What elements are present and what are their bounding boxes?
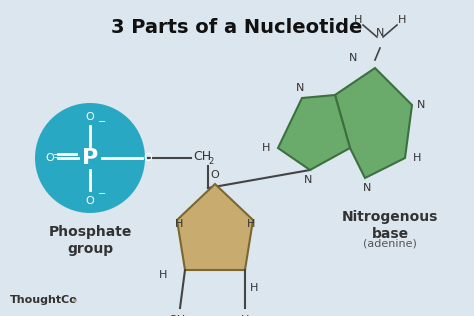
Text: N: N	[349, 53, 357, 63]
Text: O: O	[86, 196, 94, 206]
Text: P: P	[82, 148, 98, 168]
Text: H: H	[247, 219, 255, 229]
Text: O: O	[45, 153, 54, 163]
Text: =: =	[52, 150, 63, 163]
Text: ThoughtCo: ThoughtCo	[10, 295, 78, 305]
Text: 3 Parts of a Nucleotide: 3 Parts of a Nucleotide	[111, 18, 363, 37]
Text: −: −	[98, 117, 106, 127]
Text: H: H	[262, 143, 270, 153]
Polygon shape	[335, 68, 412, 178]
Text: O: O	[143, 153, 152, 163]
Text: −: −	[98, 189, 106, 199]
Text: N: N	[296, 83, 304, 93]
Circle shape	[35, 103, 145, 213]
Text: H: H	[413, 153, 421, 163]
Text: (adenine): (adenine)	[363, 238, 417, 248]
Text: H: H	[241, 315, 249, 316]
Text: H: H	[159, 270, 167, 280]
Text: CH: CH	[193, 149, 211, 162]
Polygon shape	[278, 95, 350, 170]
Text: N: N	[363, 183, 371, 193]
Text: O: O	[210, 170, 219, 180]
Text: N: N	[376, 28, 384, 38]
Text: H: H	[354, 15, 362, 25]
Text: OH: OH	[168, 315, 185, 316]
Text: Phosphate
group: Phosphate group	[48, 225, 132, 256]
Text: N: N	[417, 100, 425, 110]
Text: 2: 2	[208, 156, 213, 166]
Text: H: H	[250, 283, 258, 293]
Text: O: O	[86, 112, 94, 122]
Text: Nitrogenous
base: Nitrogenous base	[342, 210, 438, 241]
Text: .: .	[72, 291, 77, 305]
Polygon shape	[177, 184, 253, 270]
Text: H: H	[398, 15, 406, 25]
Text: N: N	[304, 175, 312, 185]
Polygon shape	[335, 95, 350, 148]
Text: H: H	[174, 219, 183, 229]
